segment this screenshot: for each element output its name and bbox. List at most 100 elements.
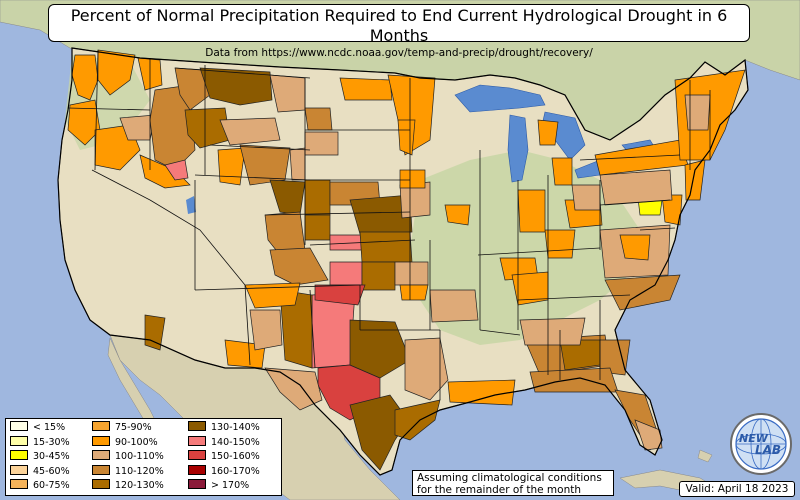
region-oklahoma-east [394,261,429,286]
legend-label: 30-45% [33,451,70,462]
legend-swatch [10,421,28,431]
map-subtitle: Data from https://www.ncdc.noaa.gov/temp… [205,47,593,59]
bahamas-island [697,449,713,463]
legend-label: < 15% [33,422,66,433]
region-kentucky [544,229,576,259]
legend-swatch [10,450,28,460]
legend-item: 15-30% [10,435,70,449]
region-illinois-small [444,204,471,226]
region-florida-south [634,419,663,451]
region-north-dakota-small [304,107,333,131]
region-oregon-west [67,99,101,146]
legend-label: 45-60% [33,465,70,477]
region-arizona-brown [144,314,166,351]
logo-text-top: NEW [739,432,769,445]
legend-swatch [92,435,110,446]
legend-swatch [92,421,110,431]
region-new-england-light [684,94,711,131]
region-south-dakota-east [304,131,339,156]
region-georgia-light [519,317,586,346]
legend-item: 75-90% [92,421,152,434]
legend-item: 30-45% [10,450,70,463]
legend-item: 45-60% [10,464,70,478]
region-wisconsin-north [397,119,416,156]
region-arizona-orange [244,282,301,309]
legend-label: 75-90% [115,422,152,433]
legend-item: 120-130% [92,479,164,492]
us-outline [57,47,749,476]
region-delaware-orange [661,194,683,226]
legend-swatch [10,435,28,446]
region-wyoming-west [217,147,246,186]
region-indiana-orange [517,189,546,233]
legend-item: 150-160% [188,450,260,463]
region-montana-south [184,107,231,149]
legend-label: 140-150% [211,436,260,448]
region-kansas-central [359,231,413,263]
legend-swatch [10,464,28,475]
region-ohio-west [551,157,573,186]
region-tennessee-orange [511,271,549,306]
legend-swatch [188,421,206,431]
region-montana-southeast [219,117,281,146]
region-texas-east-light [404,337,449,401]
legend-item: 90-100% [92,435,158,449]
assumption-note: Assuming climatological conditions for t… [412,470,614,496]
legend-label: 110-120% [115,465,164,477]
legend-item: > 170% [188,479,249,492]
legend-item: 100-110% [92,450,164,463]
legend-label: > 170% [211,480,250,491]
legend-label: 150-160% [211,451,260,462]
region-kansas-west [304,214,331,241]
region-oklahoma-central [361,261,396,291]
drought-regions [67,49,746,471]
region-montana-central [199,67,273,106]
region-michigan-west [537,119,559,146]
state-borders [67,49,711,400]
logo-text-bottom: LAB [755,443,781,457]
legend-item: 110-120% [92,464,164,478]
region-new-mexico-light-patches [249,309,283,351]
title-box: Percent of Normal Precipitation Required… [48,4,750,59]
legend-swatch [92,464,110,475]
region-louisiana-orange [447,379,516,406]
globe-logo-icon: NEW LAB [730,413,792,475]
lake-michigan [507,114,529,183]
valid-date: Valid: April 18 2023 [679,481,795,497]
region-arkansas-light [429,289,479,323]
legend-item: 140-150% [188,435,260,449]
legend-swatch [92,450,110,460]
lake-superior [454,84,546,113]
legend-swatch [188,464,206,475]
great-salt-lake [186,196,196,214]
region-colorado-east [269,247,329,286]
region-ohio-light [571,184,601,211]
region-minnesota-arrowhead [387,74,436,156]
region-minnesota-west [399,169,426,189]
map-title: Percent of Normal Precipitation Required… [70,6,728,45]
legend-item: 130-140% [188,421,260,434]
region-florida-panhandle [529,367,619,393]
region-trans-pecos-light [264,367,323,411]
legend-swatch [10,479,28,489]
legend-item: < 15% [10,421,65,434]
region-minnesota-north [339,77,393,101]
region-oklahoma-pink [329,261,363,286]
note-line-1: Assuming climatological conditions [417,472,602,484]
region-nebraska-west [304,179,331,216]
region-texas-west-brown [349,319,411,379]
legend-label: 120-130% [115,480,164,491]
legend-item: 60-75% [10,479,70,492]
legend-label: 130-140% [211,422,260,433]
note-line-2: for the remainder of the month [417,484,582,496]
region-wyoming-east [289,147,306,181]
region-nevada-pink [164,159,189,181]
legend-label: 15-30% [33,436,70,448]
region-missouri-orange [399,284,429,301]
region-texas-brown-south [349,394,409,471]
legend-swatch [92,479,110,489]
legend-swatch [188,479,206,489]
region-virginia-orange [619,234,651,261]
region-new-mexico-brown [279,289,313,369]
